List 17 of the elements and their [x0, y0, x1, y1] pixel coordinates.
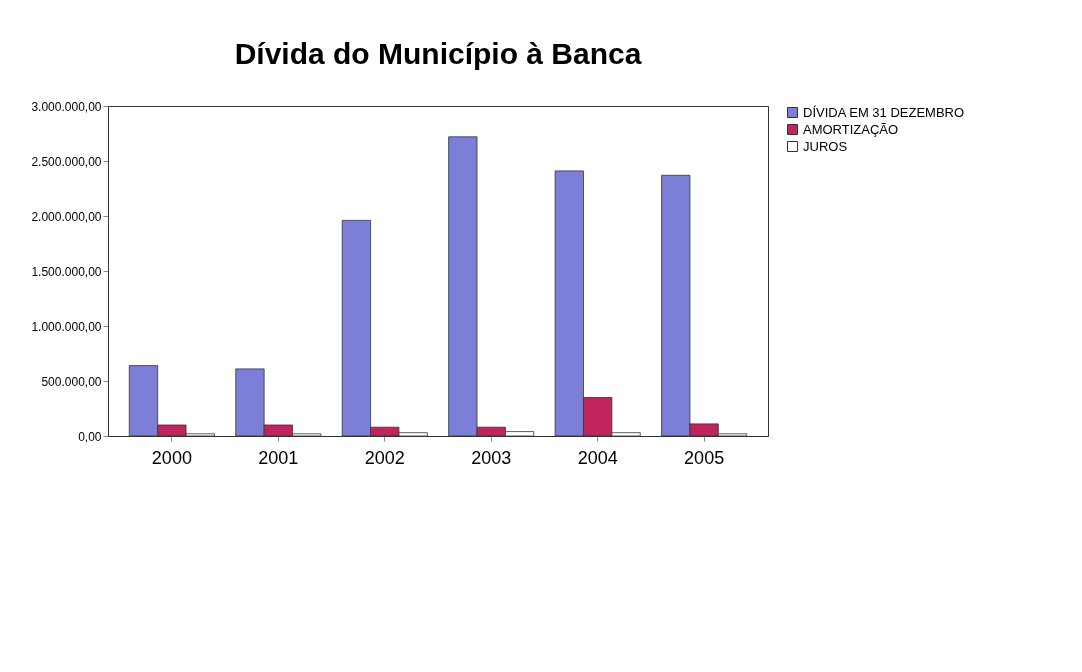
- x-tick-label: 2003: [471, 447, 512, 468]
- y-tick-label: 1.500.000,00: [31, 264, 102, 279]
- x-tick-label: 2005: [684, 447, 725, 468]
- legend-label: DÍVIDA EM 31 DEZEMBRO: [803, 104, 965, 120]
- y-tick-label: 0,00: [78, 429, 102, 444]
- x-tick-label: 2002: [364, 447, 405, 468]
- x-tick-label: 2001: [258, 447, 299, 468]
- y-tick-label: 2.000.000,00: [31, 209, 102, 224]
- y-tick-label: 500.000,00: [41, 374, 102, 389]
- chart-title: Dívida do Município à Banca: [234, 37, 642, 70]
- x-tick-label: 2004: [577, 447, 618, 468]
- y-tick-label: 2.500.000,00: [31, 154, 102, 169]
- x-tick-label: 2000: [151, 447, 192, 468]
- legend-label: AMORTIZAÇÃO: [803, 121, 899, 137]
- y-tick-label: 3.000.000,00: [31, 99, 102, 114]
- legend-label: JUROS: [803, 138, 848, 154]
- y-tick-label: 1.000.000,00: [31, 319, 102, 334]
